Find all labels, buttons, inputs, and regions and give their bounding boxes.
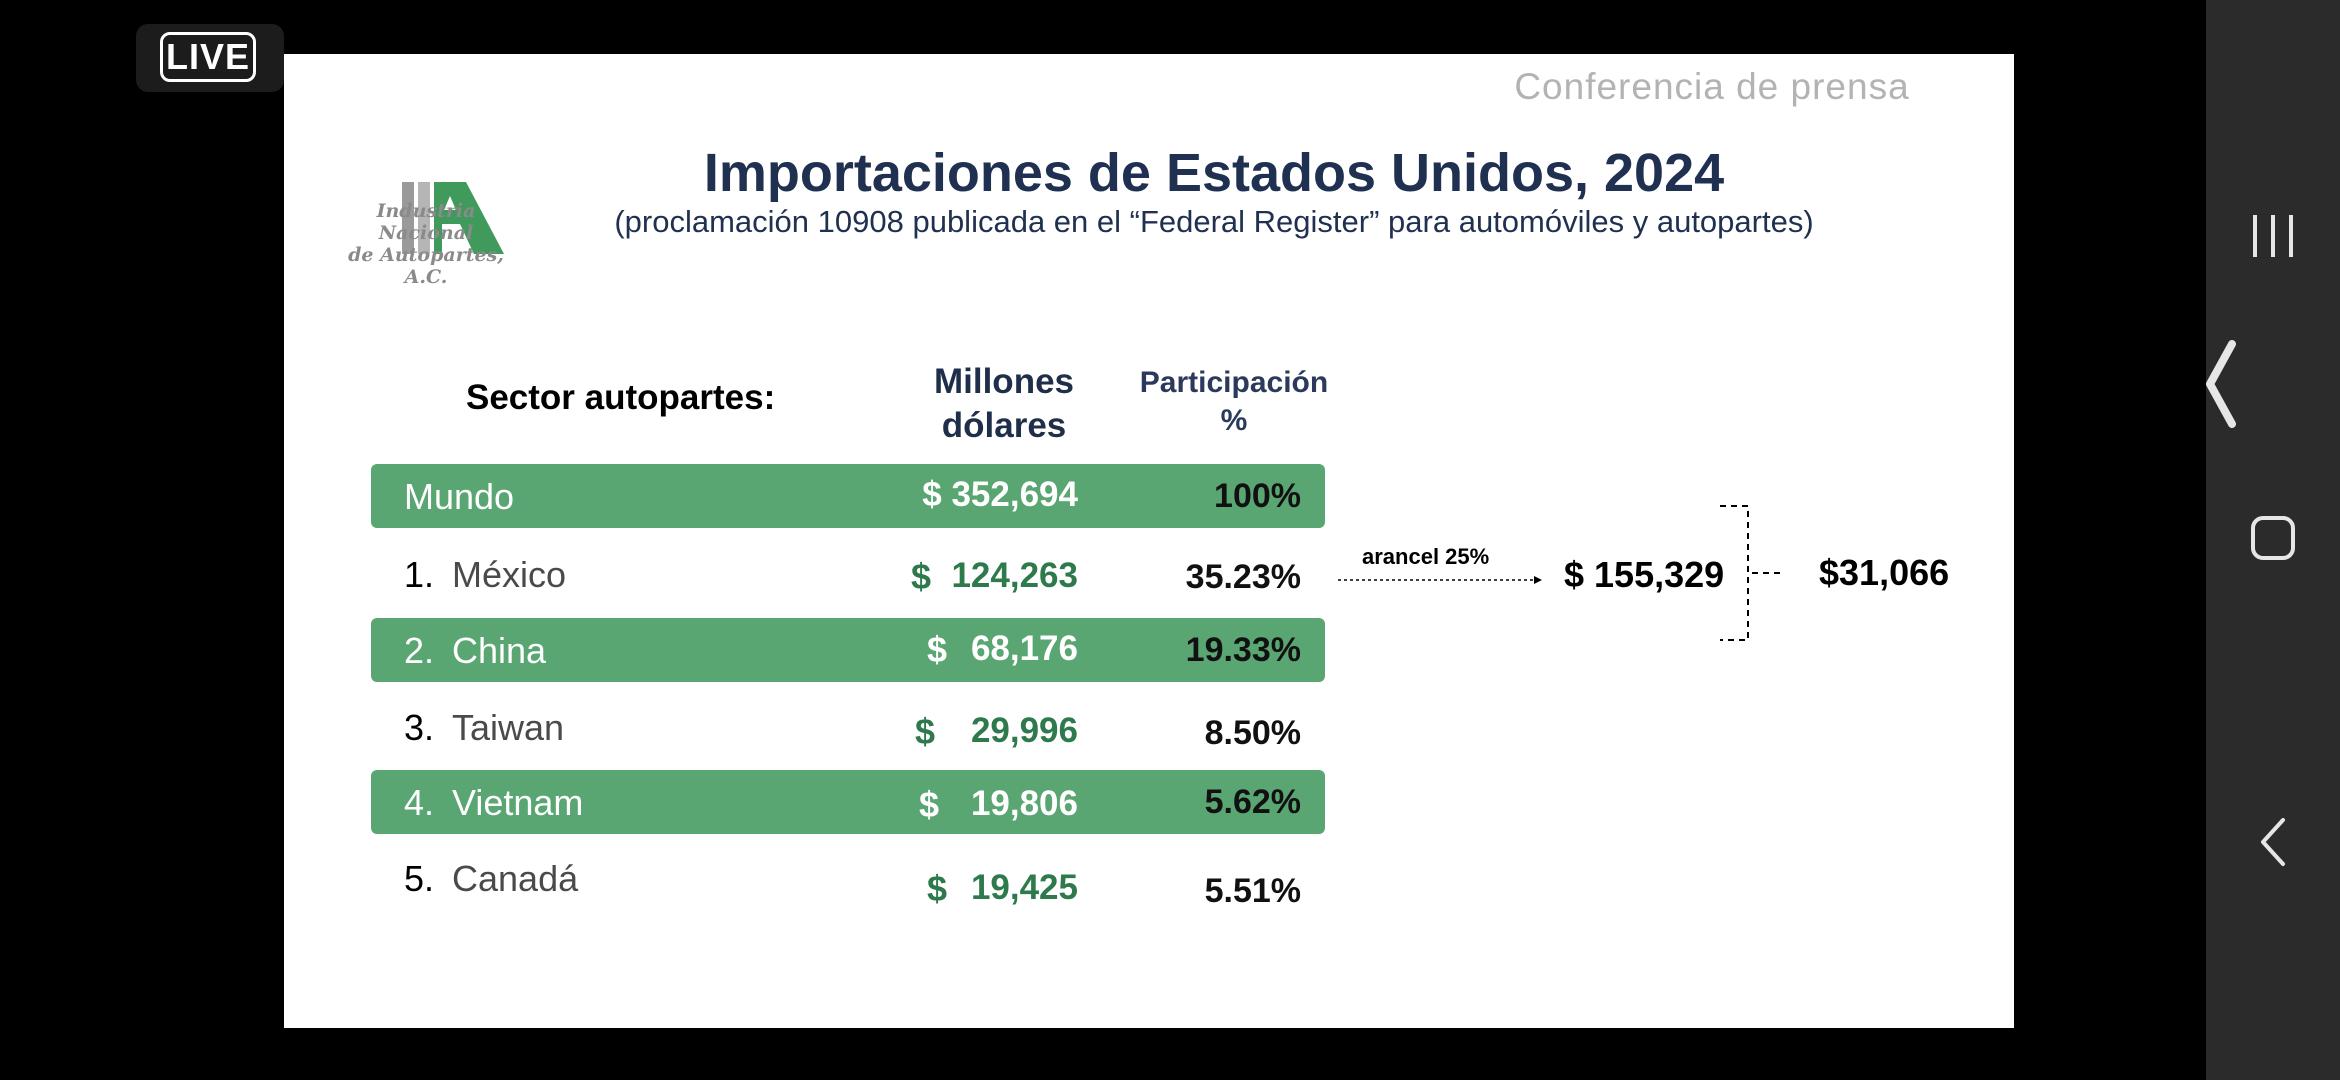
slide-title: Importaciones de Estados Unidos, 2024 xyxy=(703,143,1725,203)
row-rank: 2. xyxy=(404,630,435,671)
arancel-total: $31,066 xyxy=(1819,552,1950,593)
row-dollar-sign: $ xyxy=(919,784,940,825)
row-amount: 29,996 xyxy=(970,711,1078,750)
row-rank: 1. xyxy=(404,554,435,595)
row-rank: 3. xyxy=(404,707,435,748)
navigation-bar xyxy=(2206,0,2340,1080)
recent-apps-button[interactable] xyxy=(2206,204,2340,268)
arancel-label: arancel 25% xyxy=(1362,544,1490,569)
row-percentage: 5.62% xyxy=(1204,783,1301,821)
row-percentage: 19.33% xyxy=(1185,631,1301,669)
row-percentage: 8.50% xyxy=(1204,714,1301,752)
side-panel-chevron-icon xyxy=(2206,340,2236,428)
live-label: LIVE xyxy=(160,32,256,82)
column-header-participacion: Participación % xyxy=(1124,364,1344,440)
column-header-participacion-line2: % xyxy=(1220,404,1248,437)
row-rank: 4. xyxy=(404,782,435,823)
row-amount: 124,263 xyxy=(951,556,1078,595)
bracket-connector xyxy=(1720,505,1780,641)
mexico-total: $ 155,329 xyxy=(1564,554,1725,595)
presentation-slide: Conferencia de prensa Industria Nacional… xyxy=(284,54,2014,1028)
row-dollar-sign: $ xyxy=(927,629,948,670)
row-country: México xyxy=(452,554,567,595)
table-row: 1. México $ 124,263 35.23% xyxy=(371,542,1325,606)
row-amount: 68,176 xyxy=(970,629,1078,668)
slide-header-label: Conferencia de prensa xyxy=(1514,66,1910,107)
column-header-millones-line1: Millones xyxy=(933,362,1075,401)
table-row: 2. China $ 68,176 19.33% xyxy=(371,618,1325,682)
row-country: China xyxy=(452,630,547,671)
row-percentage: 35.23% xyxy=(1185,558,1301,596)
recent-apps-icon xyxy=(2253,215,2293,257)
row-name: 1. México xyxy=(404,554,566,596)
row-name: 5. Canadá xyxy=(404,858,578,900)
dotted-arrow xyxy=(1338,576,1542,584)
home-button[interactable] xyxy=(2206,510,2340,566)
ina-logo xyxy=(402,182,504,254)
row-name: 3. Taiwan xyxy=(404,707,564,749)
column-header-millones-line2: dólares xyxy=(941,406,1067,445)
row-country: Canadá xyxy=(452,858,579,899)
table-row: 3. Taiwan $ 29,996 8.50% xyxy=(371,695,1325,759)
logo-caption-line1: Industria Nacional xyxy=(376,200,476,244)
slide-subtitle: (proclamación 10908 publicada en el “Fed… xyxy=(614,204,1814,239)
row-dollar-sign: $ xyxy=(915,711,936,752)
logo-caption-line2: de Autopartes, A.C. xyxy=(348,244,504,288)
column-header-millones: Millones dólares xyxy=(904,360,1104,448)
row-amount: 19,425 xyxy=(970,868,1078,907)
back-button[interactable] xyxy=(2206,812,2340,872)
row-percentage: 100% xyxy=(1214,477,1301,515)
row-name: 2. China xyxy=(404,630,546,672)
row-percentage: 5.51% xyxy=(1204,872,1301,910)
row-name: 4. Vietnam xyxy=(404,782,583,824)
table-row: 5. Canadá $ 19,425 5.51% xyxy=(371,846,1325,910)
live-badge[interactable]: LIVE xyxy=(136,24,284,92)
row-dollar-sign: $ xyxy=(911,556,932,597)
home-icon xyxy=(2251,516,2295,560)
row-rank: 5. xyxy=(404,858,435,899)
logo-caption: Industria Nacional de Autopartes, A.C. xyxy=(336,200,516,288)
row-country: Taiwan xyxy=(452,707,565,748)
side-panel-handle[interactable] xyxy=(2196,336,2244,432)
table-row-world: Mundo $ 352,694 100% xyxy=(371,464,1325,528)
back-icon xyxy=(2261,818,2285,866)
row-dollar-sign: $ xyxy=(927,868,948,909)
table-row: 4. Vietnam $ 19,806 5.62% xyxy=(371,770,1325,834)
column-header-participacion-line1: Participación xyxy=(1139,366,1329,399)
row-name: Mundo xyxy=(404,476,515,517)
sector-label: Sector autopartes: xyxy=(466,378,776,417)
row-amount: $ 352,694 xyxy=(922,475,1078,514)
row-amount: 19,806 xyxy=(970,784,1078,823)
row-country: Vietnam xyxy=(452,782,584,823)
